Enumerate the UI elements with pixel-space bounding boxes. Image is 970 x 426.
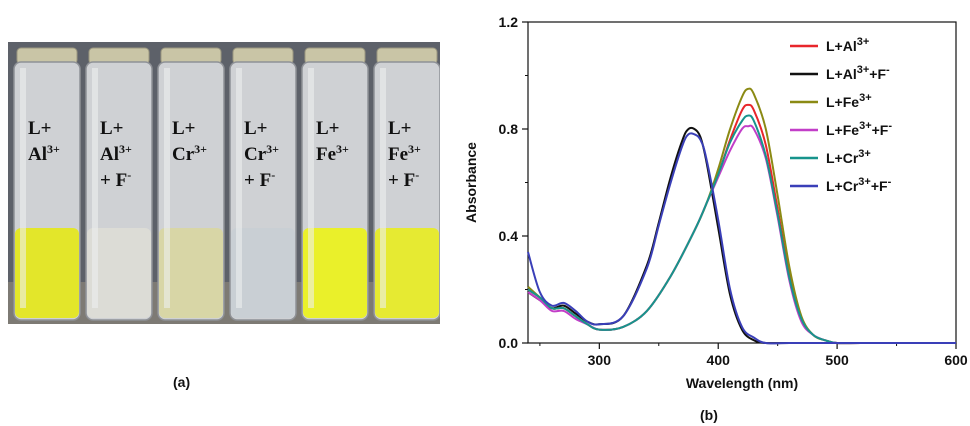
- vial: L+ Fe3+: [301, 47, 369, 321]
- series-line: [527, 126, 956, 345]
- vial-label-line1: L+: [316, 118, 340, 139]
- legend-label: L+Al3+: [826, 36, 869, 54]
- x-tick-label: 500: [825, 352, 849, 368]
- vial-highlight: [380, 68, 386, 308]
- vial-solution: [87, 228, 151, 318]
- x-tick-label: 400: [707, 352, 731, 368]
- vial: L+ Al3+: [13, 47, 81, 321]
- x-tick-label: 300: [588, 352, 612, 368]
- legend-label: L+Fe3+: [826, 92, 872, 110]
- vial-label-fluoride: + F-: [388, 168, 419, 191]
- series-line: [527, 132, 956, 345]
- absorbance-chart: 300 400 500 600 0.0 0.4 0.8 1.2 L+Al3+ L+Al3++F-…: [463, 14, 968, 391]
- vial: L+ Cr3+: [157, 47, 225, 321]
- panel-b-caption: (b): [700, 407, 718, 423]
- plot-frame: [527, 21, 957, 344]
- vial-label-line1: L+: [28, 118, 52, 139]
- x-tick-label: 600: [944, 352, 968, 368]
- series-line: [527, 124, 956, 345]
- series-line: [527, 103, 956, 345]
- y-tick-label: 0.8: [499, 121, 519, 137]
- vial-label-ion: Al3+: [28, 142, 60, 165]
- vial-label-line1: L+: [100, 118, 124, 139]
- vial: L+ Fe3+ + F-: [373, 47, 440, 321]
- vial-label-ion: Fe3+: [316, 142, 349, 165]
- vial-solution: [159, 228, 223, 318]
- vial-solution: [231, 228, 295, 318]
- vials-photo: L+Al3+L+Al3++ F-L+Cr3+L+Cr3++ F-L+Fe3+L+…: [8, 42, 440, 324]
- vial-highlight: [20, 68, 26, 308]
- y-tick-label: 0.4: [499, 228, 519, 244]
- series-line: [527, 114, 956, 345]
- vial: L+ Cr3+ + F-: [229, 47, 297, 321]
- vial-solution: [375, 228, 439, 318]
- vial-highlight: [92, 68, 98, 308]
- panel-a-caption: (a): [173, 374, 191, 390]
- y-tick-label: 0.0: [499, 335, 519, 351]
- vial-solution: [15, 228, 79, 318]
- vial-label-fluoride: + F-: [244, 168, 275, 191]
- vial-label-line1: L+: [172, 118, 196, 139]
- legend-label: L+Al3++F-: [826, 64, 890, 82]
- vial-solution: [303, 228, 367, 318]
- legend-label: L+Cr3+: [826, 148, 871, 166]
- vial: L+ Al3+ + F-: [85, 47, 153, 321]
- vial-label-ion: Al3+: [100, 142, 132, 165]
- vial-label-fluoride: + F-: [100, 168, 131, 191]
- vial-label-ion: Fe3+: [388, 142, 421, 165]
- vial-label-ion: Cr3+: [244, 142, 279, 165]
- vial-highlight: [164, 68, 170, 308]
- vial-label-ion: Cr3+: [172, 142, 207, 165]
- vial-highlight: [308, 68, 314, 308]
- legend-label: L+Fe3++F-: [826, 120, 892, 138]
- x-axis-title: Wavelength (nm): [686, 375, 798, 391]
- y-axis-title: Absorbance: [463, 142, 479, 223]
- y-tick-label: 1.2: [499, 14, 519, 30]
- vial-label-line1: L+: [388, 118, 412, 139]
- legend-label: L+Cr3++F-: [826, 176, 892, 194]
- vial-label-line1: L+: [244, 118, 268, 139]
- vial-highlight: [236, 68, 242, 308]
